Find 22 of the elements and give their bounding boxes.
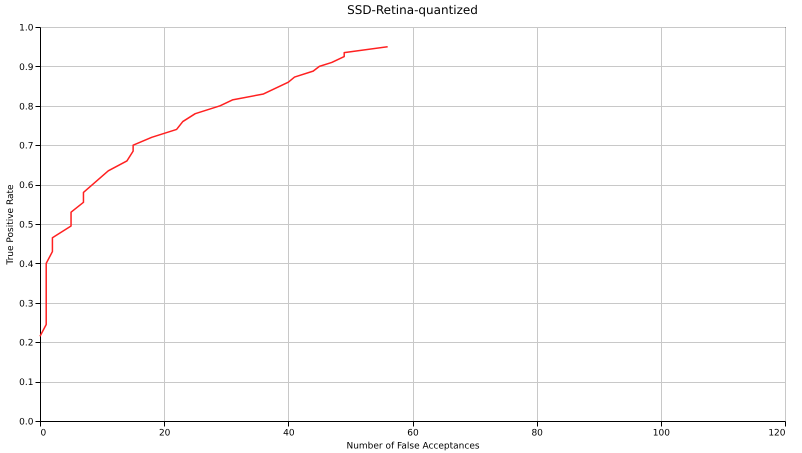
y-tick-label: 0.5 [19, 220, 34, 230]
y-tick-label: 0.9 [19, 62, 34, 73]
x-tick-label: 20 [158, 428, 171, 438]
y-tick-label: 1.0 [19, 24, 34, 34]
x-tick-label: 100 [652, 428, 670, 438]
y-axis-title: True Positive Rate [6, 184, 16, 266]
y-tick-label: 0.0 [19, 418, 34, 428]
y-tick-label: 0.7 [19, 142, 34, 152]
y-tick-label: 0.8 [19, 102, 34, 112]
x-tick-label: 80 [531, 428, 544, 438]
chart-title: SSD-Retina-quantized [347, 3, 478, 17]
y-tick-label: 0.3 [19, 299, 34, 310]
x-tick-label: 120 [768, 428, 786, 438]
x-tick-label: 60 [407, 428, 419, 438]
line-series [39, 46, 388, 338]
y-tick-label: 0.1 [19, 378, 34, 388]
x-tick-label: 0 [40, 428, 46, 438]
y-tick-label: 0.6 [19, 181, 34, 192]
y-tick-label: 0.4 [19, 260, 34, 270]
y-tick-label: 0.2 [19, 338, 34, 349]
x-axis-title: Number of False Acceptances [346, 442, 480, 452]
x-tick-label: 40 [283, 428, 295, 438]
